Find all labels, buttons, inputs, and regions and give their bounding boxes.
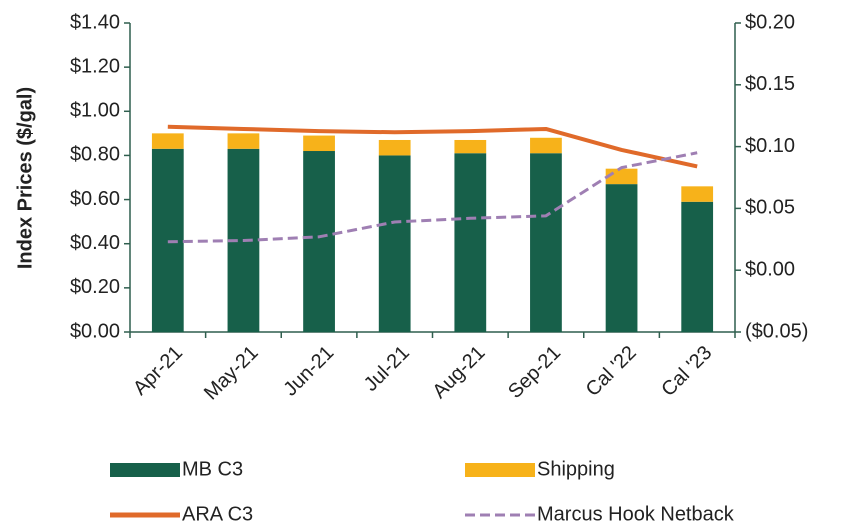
y-tick-label: $1.40 xyxy=(70,11,120,33)
y-tick-label: $0.60 xyxy=(70,188,120,210)
legend-label: MB C3 xyxy=(182,458,243,480)
bar xyxy=(378,155,411,332)
y-axis-title: Index Prices ($/gal) xyxy=(14,87,36,269)
legend-label: Shipping xyxy=(537,458,615,480)
y-tick-label: $0.40 xyxy=(70,232,120,254)
bar xyxy=(681,201,714,332)
y2-tick-label: $0.15 xyxy=(745,73,795,95)
x-tick-label: Apr-21 xyxy=(129,342,187,400)
y-tick-label: $0.20 xyxy=(70,276,120,298)
x-tick-label: Jun-21 xyxy=(280,342,339,401)
line-series xyxy=(167,151,698,244)
y-tick-label: $0.80 xyxy=(70,144,120,166)
x-tick-label: Cal '23 xyxy=(657,342,716,401)
bar xyxy=(454,139,487,154)
x-tick-label: Sep-21 xyxy=(504,342,565,403)
bar xyxy=(681,186,714,202)
y2-tick-label: $0.05 xyxy=(745,197,795,219)
y2-tick-label: ($0.05) xyxy=(745,320,808,342)
x-tick-label: May-21 xyxy=(200,342,263,405)
legend-swatch xyxy=(465,463,535,477)
x-tick-label: Cal '22 xyxy=(582,342,641,401)
bar xyxy=(303,151,335,332)
bar xyxy=(227,133,260,149)
bar xyxy=(530,153,562,332)
y2-tick-label: $0.10 xyxy=(745,135,795,157)
bar xyxy=(605,168,638,185)
bar xyxy=(605,184,638,332)
line-series xyxy=(167,124,698,169)
x-tick-label: Aug-21 xyxy=(428,342,489,403)
bar xyxy=(530,137,562,154)
bar xyxy=(151,133,184,149)
y-tick-label: $0.00 xyxy=(70,320,120,342)
y2-tick-label: $0.00 xyxy=(745,258,795,280)
bar xyxy=(454,153,487,332)
y-tick-label: $1.20 xyxy=(70,55,120,77)
bar xyxy=(378,139,411,156)
legend-swatch xyxy=(110,463,180,477)
y2-tick-label: $0.20 xyxy=(745,11,795,33)
x-tick-label: Jul-21 xyxy=(360,342,414,396)
y-tick-label: $1.00 xyxy=(70,100,120,122)
legend-label: Marcus Hook Netback xyxy=(537,503,735,525)
bar xyxy=(303,135,335,152)
legend-label: ARA C3 xyxy=(182,503,253,525)
